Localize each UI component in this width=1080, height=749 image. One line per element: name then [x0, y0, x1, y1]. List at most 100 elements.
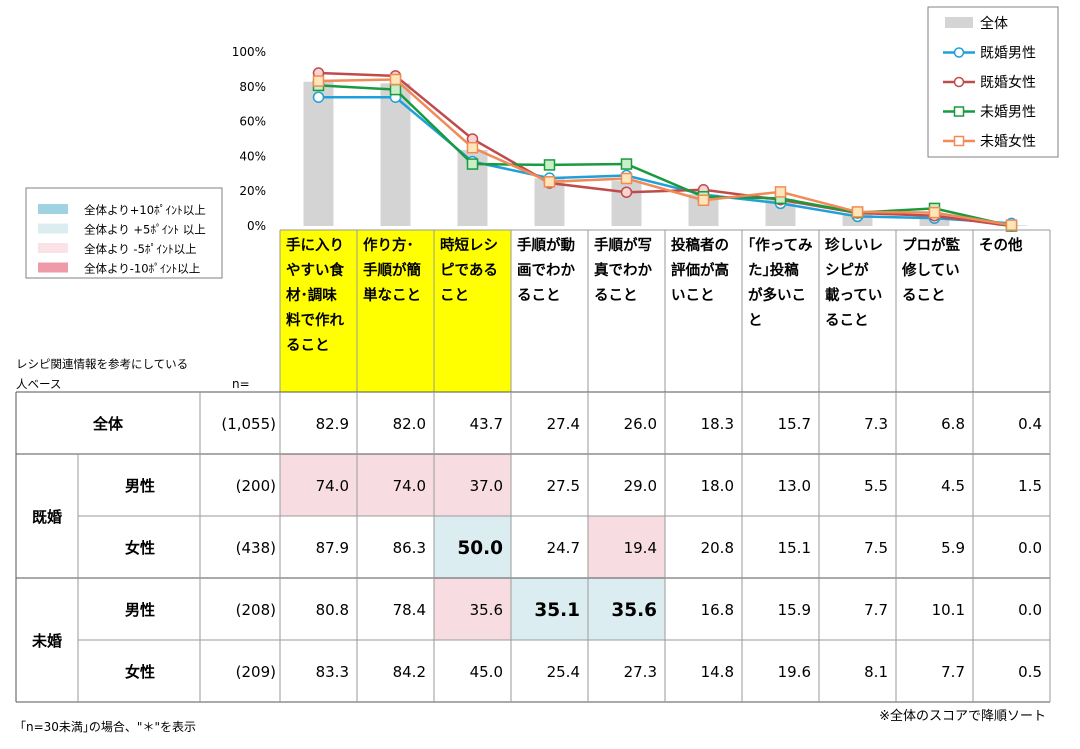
table-cell: 18.0 — [701, 477, 734, 495]
category-label: 料で作れ — [286, 311, 344, 329]
highlight-label: 全体より+10ﾎﾟｲﾝﾄ以上 — [84, 203, 206, 217]
category-label: ピである — [440, 262, 498, 279]
table-cell: 18.3 — [701, 415, 734, 433]
table-cell: 7.3 — [864, 415, 888, 433]
row-label: 男性 — [125, 477, 155, 495]
category-label: 珍しいレ — [825, 236, 883, 254]
table-cell: 7.5 — [864, 539, 888, 557]
point-3-2 — [466, 158, 479, 170]
category-label: ること — [286, 337, 330, 354]
table-cell: 82.0 — [393, 415, 426, 433]
row-label: 男性 — [125, 601, 155, 619]
category-label: 載ってい — [825, 286, 882, 304]
legend-marker — [953, 76, 965, 88]
table-cell: 82.9 — [316, 415, 349, 433]
table-cell: 50.0 — [457, 538, 503, 559]
category-label: 手に入り — [286, 236, 344, 254]
line-series — [312, 67, 1018, 232]
category-label: 作り方･ — [363, 236, 414, 254]
point-4-8 — [928, 206, 941, 219]
legend-label: 既婚女性 — [980, 74, 1036, 91]
y-tick-label: 60% — [239, 115, 266, 129]
table-cell: 19.4 — [624, 539, 657, 557]
point-4-2 — [466, 141, 479, 154]
table-cell: 27.5 — [547, 477, 580, 495]
legend-swatch-bar — [945, 17, 973, 28]
category-label: プロが監 — [902, 236, 960, 254]
table-cell: 87.9 — [316, 539, 349, 557]
table-cell: 20.8 — [701, 539, 734, 557]
row-n: (200) — [236, 477, 276, 495]
category-label: 画でわか — [517, 262, 575, 279]
table-cell: 78.4 — [393, 601, 426, 619]
table-cell: 26.0 — [624, 415, 657, 433]
row-label: 女性 — [125, 663, 155, 681]
table-cell: 35.6 — [470, 601, 503, 619]
series-line-3 — [318, 84, 1012, 228]
table-cell: 83.3 — [316, 663, 349, 681]
highlight-swatch — [38, 204, 68, 214]
point-4-4 — [620, 172, 633, 185]
category-label: 手順が動 — [517, 236, 575, 254]
table-cell: 8.1 — [864, 663, 888, 681]
table-cell: 19.6 — [778, 663, 811, 681]
y-tick-label: 80% — [239, 80, 266, 94]
group-label: 未婚 — [31, 632, 62, 650]
table-cell: 35.6 — [611, 600, 657, 621]
row-label: 全体 — [92, 415, 124, 433]
legend-label: 全体 — [980, 15, 1008, 32]
legend-label: 未婚男性 — [980, 105, 1036, 121]
category-label: ること — [825, 312, 869, 329]
table-cell: 0.0 — [1018, 601, 1042, 619]
header-highlight — [357, 230, 434, 392]
cell-highlight-pink — [280, 454, 357, 516]
point-4-5 — [697, 194, 710, 206]
category-label: 材･調味 — [286, 286, 337, 304]
table-cell: 15.1 — [778, 539, 811, 557]
category-label: た｣投稿 — [748, 261, 799, 279]
category-label: 手順が写 — [594, 236, 652, 254]
category-label: やすい食 — [286, 261, 344, 279]
header-highlight — [280, 230, 357, 392]
cell-highlight-pink — [434, 454, 511, 516]
table-cell: 29.0 — [624, 477, 657, 495]
series-line-1 — [318, 95, 1012, 225]
category-label: 真でわか — [594, 261, 652, 279]
table-cell: 1.5 — [1018, 477, 1042, 495]
table-cell: 80.8 — [316, 601, 349, 619]
y-tick-label: 0% — [247, 219, 266, 233]
table-cell: 43.7 — [470, 415, 503, 433]
header-highlight — [434, 230, 511, 392]
table-cell: 0.0 — [1018, 539, 1042, 557]
table-cell: 5.5 — [864, 477, 888, 495]
point-3-1 — [389, 83, 402, 96]
table-cell: 84.2 — [393, 663, 426, 681]
row-n: (208) — [236, 601, 276, 619]
n-header: n= — [232, 377, 250, 391]
category-label: が多いこ — [748, 286, 806, 304]
category-label: ること — [902, 287, 946, 304]
point-4-6 — [774, 186, 787, 198]
highlight-swatch — [38, 262, 68, 273]
series-line-4 — [318, 78, 1012, 227]
category-label: ること — [594, 287, 638, 304]
legend-label: 未婚女性 — [980, 133, 1036, 150]
table-cell: 0.4 — [1018, 415, 1042, 433]
table-cell: 86.3 — [393, 539, 426, 557]
table-cell: 24.7 — [547, 539, 580, 557]
table-cell: 10.1 — [932, 601, 965, 619]
table-cell: 15.7 — [778, 415, 811, 433]
table-cell: 7.7 — [864, 601, 888, 619]
category-label: 評価が高 — [671, 261, 729, 279]
table-cell: 74.0 — [393, 477, 426, 495]
category-label: 投稿者の — [671, 236, 729, 254]
legend-marker — [953, 106, 965, 117]
legend-marker — [953, 135, 965, 147]
cell-highlight-pink — [434, 578, 511, 640]
table-cell: 35.1 — [534, 600, 580, 621]
table-cell: 37.0 — [470, 477, 503, 495]
legend-marker — [953, 47, 965, 58]
n-note: ｢n=30未満｣の場合、"＊"を表示 — [20, 719, 196, 734]
point-4-1 — [389, 73, 402, 86]
